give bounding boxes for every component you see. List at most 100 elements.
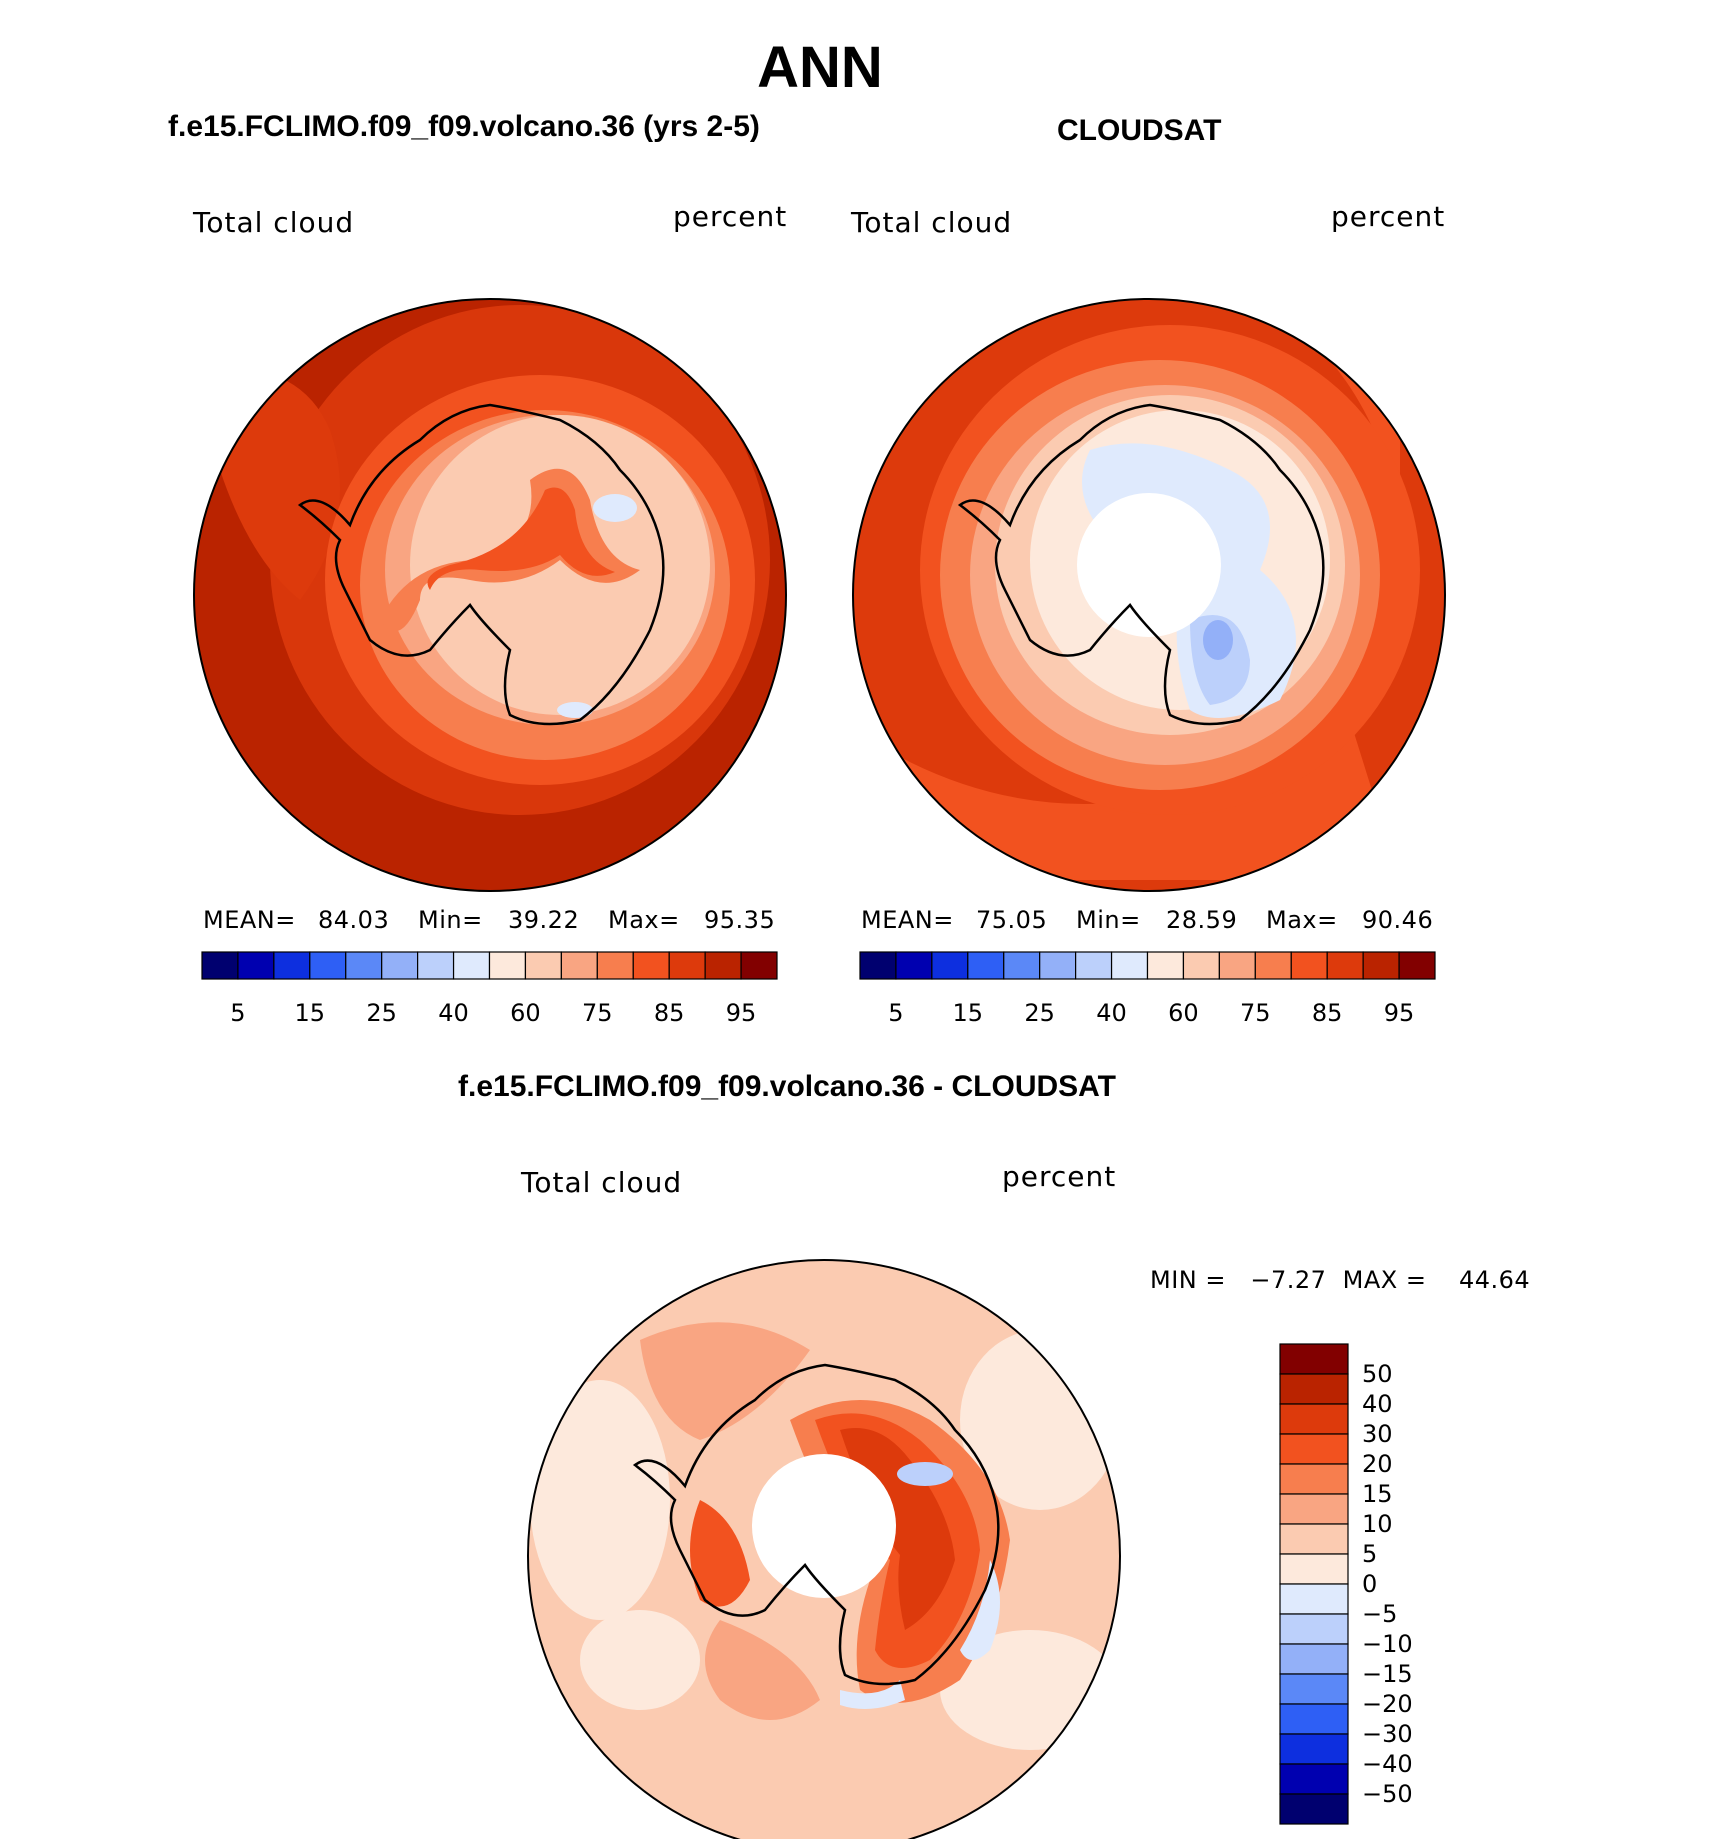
left-colorbar-box [309,951,347,980]
diff-colorbar-box [1279,1703,1349,1735]
left-colorbar-box [524,951,562,980]
right-min-label: Min= [1076,906,1141,934]
right-colorbar-box [1326,951,1364,980]
right-panel-subtitle: CLOUDSAT [1057,114,1222,147]
right-colorbar-box [1003,951,1041,980]
diff-colorbar-tick-label: 15 [1362,1480,1393,1508]
right-colorbar-box [1290,951,1328,980]
left-colorbar-box [632,951,670,980]
left-colorbar-box [237,951,275,980]
diff-colorbar-tick-label: 50 [1362,1360,1393,1388]
right-colorbar-box [1218,951,1256,980]
diff-colorbar-box [1279,1343,1349,1375]
diff-colorbar-tick-label: −30 [1362,1720,1413,1748]
right-colorbar-box [931,951,969,980]
diff-range-text: MIN = −7.27 MAX = 44.64 [1150,1266,1531,1294]
left-colorbar-tick-label: 60 [510,999,541,1027]
left-colorbar-box [201,951,239,980]
left-mean-label: MEAN= [203,906,296,934]
right-colorbar-box [1182,951,1220,980]
diff-colorbar-tick-label: 30 [1362,1420,1393,1448]
diff-colorbar-box [1279,1673,1349,1705]
right-min-value: 28.59 [1166,906,1238,934]
right-max-label: Max= [1266,906,1338,934]
left-max-label: Max= [608,906,680,934]
diff-colorbar-box [1279,1373,1349,1405]
diff-colorbar-tick-label: 40 [1362,1390,1393,1418]
left-colorbar-box [273,951,311,980]
right-colorbar-box [1039,951,1077,980]
left-colorbar-tick-label: 75 [582,999,613,1027]
left-units-label: percent [673,200,788,233]
right-units-label: percent [1331,200,1446,233]
right-mean-label: MEAN= [861,906,954,934]
diff-colorbar-box [1279,1463,1349,1495]
right-colorbar-box [967,951,1005,980]
right-colorbar-tick-label: 15 [953,999,984,1027]
diff-polar-map [527,1259,1121,1839]
left-max-value: 95.35 [704,906,776,934]
left-colorbar-tick-label: 25 [366,999,397,1027]
diff-colorbar-box [1279,1553,1349,1585]
left-colorbar: 5 15 25 40 60 75 85 95 [201,951,778,1027]
right-colorbar-tick-label: 25 [1024,999,1055,1027]
diff-colorbar-box [1279,1583,1349,1615]
diff-colorbar-box [1279,1403,1349,1435]
diff-colorbar-tick-label: −10 [1362,1630,1413,1658]
diff-panel-subtitle: f.e15.FCLIMO.f09_f09.volcano.36 - CLOUDS… [458,1070,1116,1103]
right-colorbar-box [1075,951,1113,980]
left-min-value: 39.22 [508,906,580,934]
right-coastline [957,403,1325,726]
diff-colorbar-box [1279,1643,1349,1675]
left-panel-subtitle: f.e15.FCLIMO.f09_f09.volcano.36 (yrs 2-5… [168,110,760,143]
left-colorbar-box [452,951,491,980]
right-colorbar-tick-label: 40 [1096,999,1127,1027]
figure-title: ANN [757,35,883,100]
diff-colorbar-box [1279,1733,1349,1765]
diff-colorbar-tick-label: 20 [1362,1450,1393,1478]
diff-colorbar-box [1279,1613,1349,1645]
left-mean-value: 84.03 [318,906,390,934]
left-coastline [297,403,665,726]
right-colorbar-tick-label: 75 [1240,999,1271,1027]
left-colorbar-tick-label: 85 [654,999,685,1027]
diff-colorbar-tick-label: −15 [1362,1660,1413,1688]
left-colorbar-box [740,951,778,980]
left-colorbar-tick-label: 15 [295,999,326,1027]
diff-colorbar-box [1279,1793,1349,1825]
right-colorbar-box [1362,951,1400,980]
right-colorbar: 5 15 25 40 60 75 85 95 [859,951,1436,1027]
diff-colorbar-tick-label: −5 [1362,1600,1397,1628]
right-colorbar-box [859,951,897,980]
right-colorbar-tick-label: 5 [888,999,903,1027]
diff-colorbar-tick-label: 0 [1362,1570,1377,1598]
diff-colorbar-tick-label: 5 [1362,1540,1377,1568]
left-min-label: Min= [418,906,483,934]
diff-colorbar-tick-label: 10 [1362,1510,1393,1538]
right-colorbar-box [1146,951,1185,980]
left-colorbar-box [704,951,742,980]
right-colorbar-box [1110,951,1149,980]
left-variable-label: Total cloud [193,206,355,239]
right-colorbar-box [1398,951,1436,980]
right-variable-label: Total cloud [851,206,1013,239]
diff-coastline [632,1363,1000,1686]
left-colorbar-box [668,951,706,980]
left-colorbar-tick-label: 5 [230,999,245,1027]
right-colorbar-tick-label: 95 [1384,999,1415,1027]
right-mean-value: 75.05 [976,906,1048,934]
right-colorbar-box [895,951,933,980]
diff-colorbar-box [1279,1433,1349,1465]
diff-colorbar-tick-label: −50 [1362,1780,1413,1808]
left-colorbar-box [488,951,527,980]
diff-variable-label: Total cloud [521,1166,683,1199]
left-colorbar-box [596,951,634,980]
diff-colorbar-box [1279,1523,1349,1555]
left-polar-map [193,298,787,892]
diff-colorbar-box [1279,1763,1349,1795]
left-colorbar-tick-label: 40 [438,999,469,1027]
right-colorbar-box [1254,951,1292,980]
diff-units-label: percent [1002,1160,1117,1193]
